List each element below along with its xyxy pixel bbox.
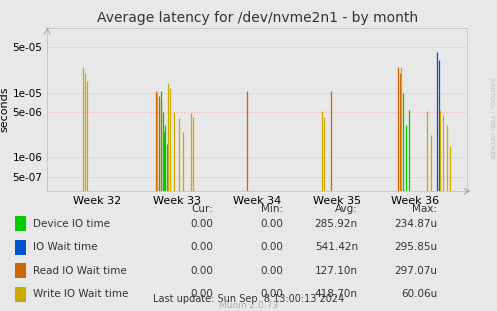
Bar <box>15 240 26 255</box>
Text: 234.87u: 234.87u <box>394 219 437 229</box>
Text: 0.00: 0.00 <box>260 219 283 229</box>
Text: 297.07u: 297.07u <box>394 266 437 276</box>
Text: 0.00: 0.00 <box>191 266 214 276</box>
Text: 0.00: 0.00 <box>260 242 283 252</box>
Text: Cur:: Cur: <box>192 204 214 214</box>
Text: 0.00: 0.00 <box>260 266 283 276</box>
Text: Munin 2.0.73: Munin 2.0.73 <box>219 301 278 310</box>
Text: 0.00: 0.00 <box>191 242 214 252</box>
Text: Min:: Min: <box>261 204 283 214</box>
Text: Write IO Wait time: Write IO Wait time <box>33 289 129 299</box>
Bar <box>15 287 26 302</box>
Text: 60.06u: 60.06u <box>401 289 437 299</box>
Text: 418.70n: 418.70n <box>315 289 358 299</box>
Y-axis label: seconds: seconds <box>0 87 10 132</box>
Bar <box>15 216 26 231</box>
Text: 295.85u: 295.85u <box>394 242 437 252</box>
Text: 0.00: 0.00 <box>260 289 283 299</box>
Bar <box>15 263 26 278</box>
Text: Avg:: Avg: <box>335 204 358 214</box>
Text: RRDTOOL / TOBI OETIKER: RRDTOOL / TOBI OETIKER <box>490 78 495 159</box>
Title: Average latency for /dev/nvme2n1 - by month: Average latency for /dev/nvme2n1 - by mo… <box>96 12 418 26</box>
Text: 0.00: 0.00 <box>191 289 214 299</box>
Text: 0.00: 0.00 <box>191 219 214 229</box>
Text: 285.92n: 285.92n <box>315 219 358 229</box>
Text: IO Wait time: IO Wait time <box>33 242 98 252</box>
Text: Max:: Max: <box>413 204 437 214</box>
Text: 127.10n: 127.10n <box>315 266 358 276</box>
Text: 541.42n: 541.42n <box>315 242 358 252</box>
Text: Read IO Wait time: Read IO Wait time <box>33 266 127 276</box>
Text: Last update: Sun Sep  8 13:00:13 2024: Last update: Sun Sep 8 13:00:13 2024 <box>153 295 344 304</box>
Text: Device IO time: Device IO time <box>33 219 110 229</box>
